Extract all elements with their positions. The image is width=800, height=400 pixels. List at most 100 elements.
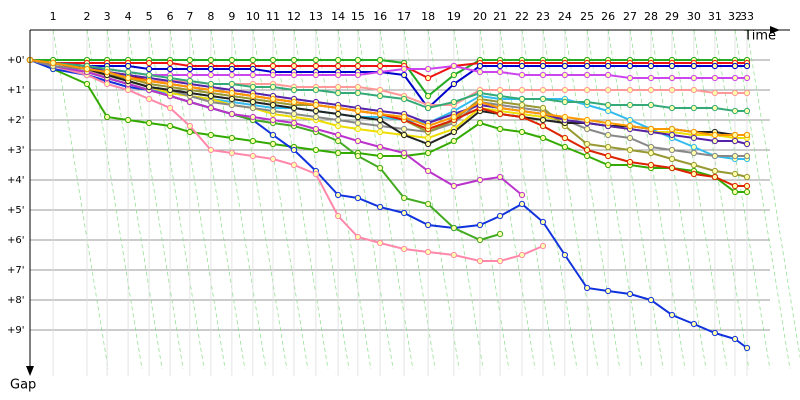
data-point (269, 155, 277, 163)
data-point (186, 71, 193, 79)
data-point (668, 164, 676, 172)
data-point (167, 65, 174, 73)
data-point (743, 188, 751, 196)
lap-line (564, 29, 621, 370)
data-point (450, 182, 457, 190)
data-point (104, 80, 111, 88)
x-tick-label: 21 (493, 10, 507, 23)
data-point (476, 62, 484, 70)
data-point (626, 62, 634, 70)
data-point (249, 113, 256, 121)
data-point (269, 131, 277, 139)
data-point (626, 116, 634, 124)
x-tick-label: 17 (397, 10, 411, 23)
data-point (539, 71, 547, 79)
data-point (626, 101, 634, 109)
data-point (186, 89, 193, 97)
y-tick-label: +6' (7, 235, 25, 246)
data-point (518, 71, 526, 79)
data-point (731, 89, 739, 97)
lap-line (52, 29, 109, 370)
data-point (584, 71, 591, 79)
data-point (425, 200, 432, 208)
data-point (207, 146, 214, 154)
data-point (605, 287, 612, 295)
x-tick-label: 14 (331, 10, 345, 23)
data-point (690, 149, 698, 157)
data-point (518, 86, 526, 94)
grid (30, 29, 800, 376)
data-point (539, 116, 547, 124)
data-point (711, 152, 719, 160)
data-point (335, 137, 342, 145)
data-point (743, 107, 751, 115)
lap-line (479, 29, 536, 370)
data-point (711, 104, 719, 112)
data-point (335, 116, 342, 124)
data-point (476, 119, 484, 127)
data-point (626, 158, 634, 166)
data-point (668, 311, 676, 319)
data-point (249, 137, 256, 145)
data-point (605, 62, 612, 70)
data-point (207, 80, 214, 88)
data-point (743, 173, 751, 181)
data-point (497, 104, 504, 112)
lap-line (357, 29, 414, 370)
data-point (668, 62, 676, 70)
x-axis-title: Time (743, 29, 776, 44)
data-point (539, 62, 547, 70)
data-point (335, 83, 342, 91)
lap-line (650, 29, 707, 370)
data-point (335, 71, 342, 79)
data-point (539, 95, 547, 103)
data-point (668, 86, 676, 94)
data-point (626, 134, 634, 142)
data-point (269, 116, 277, 124)
lap-line (499, 29, 556, 370)
data-point (335, 122, 342, 130)
data-point (743, 140, 751, 148)
data-point (401, 149, 408, 157)
data-point (146, 77, 153, 85)
data-point (269, 83, 277, 91)
x-tick-label: 32 (728, 10, 742, 23)
lap-line (586, 29, 643, 370)
data-point (354, 125, 361, 133)
data-point (539, 218, 547, 226)
lap-line (231, 29, 288, 370)
data-point (377, 92, 384, 100)
x-tick-label: 33 (740, 10, 754, 23)
data-point (377, 152, 384, 160)
data-point (354, 62, 361, 70)
data-point (476, 236, 484, 244)
x-tick-label: 10 (246, 10, 260, 23)
data-point (377, 203, 384, 211)
data-point (690, 161, 698, 169)
data-point (401, 131, 408, 139)
data-point (335, 131, 342, 139)
y-tick-label: +5' (7, 205, 25, 216)
y-tick-label: +1' (7, 85, 25, 96)
data-point (146, 71, 153, 79)
data-point (605, 71, 612, 79)
data-point (647, 296, 655, 304)
data-point (354, 113, 361, 121)
x-tick-label: 6 (167, 10, 174, 23)
x-tick-label: 9 (228, 10, 235, 23)
data-point (690, 74, 698, 82)
series-line (29, 59, 747, 112)
data-point (476, 257, 484, 265)
data-point (312, 146, 319, 154)
data-point (476, 68, 484, 76)
data-point (497, 86, 504, 94)
data-point (561, 86, 569, 94)
data-point (711, 74, 719, 82)
data-point (401, 125, 408, 133)
data-point (354, 71, 361, 79)
data-point (377, 239, 384, 247)
data-point (425, 134, 432, 142)
data-point (312, 86, 319, 94)
data-point (584, 140, 591, 148)
